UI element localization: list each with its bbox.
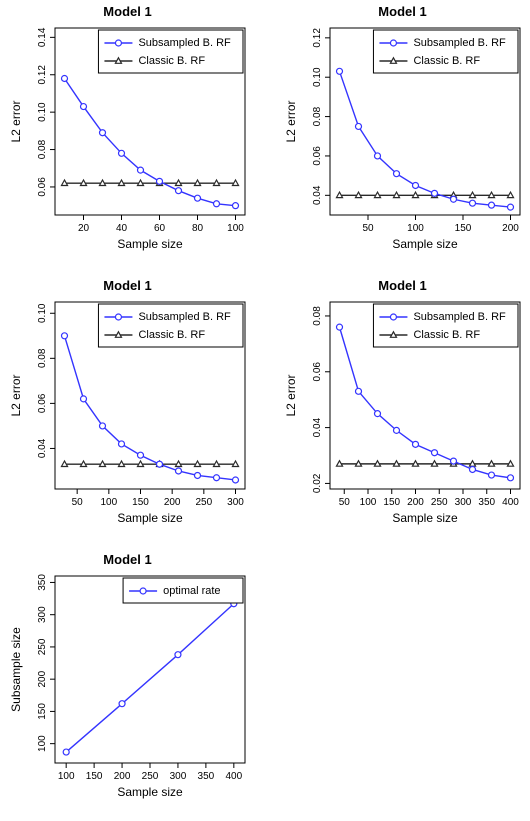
x-tick-label: 250 <box>431 497 448 508</box>
chart-panel: Model 1 50 100 150 200 0.04 0.06 0.08 0.10 0.12 Sa… <box>275 0 530 262</box>
x-axis-label: Sample size <box>392 237 458 251</box>
x-tick-label: 150 <box>455 223 472 234</box>
x-tick-label: 150 <box>132 497 149 508</box>
y-tick-label: 0.02 <box>312 473 323 493</box>
y-axis-label: L2 error <box>9 100 23 142</box>
legend-label: optimal rate <box>163 585 220 597</box>
legend-label: Classic B. RF <box>413 55 480 67</box>
y-tick-label: 350 <box>37 574 48 591</box>
x-tick-label: 200 <box>114 771 131 782</box>
legend-label: Subsampled B. RF <box>138 37 231 49</box>
x-axis-label: Sample size <box>117 785 183 799</box>
y-tick-label: 0.10 <box>312 67 323 87</box>
x-axis-label: Sample size <box>392 511 458 525</box>
y-tick-label: 200 <box>37 670 48 687</box>
y-tick-label: 0.12 <box>37 65 48 85</box>
x-tick-label: 250 <box>142 771 159 782</box>
x-tick-label: 40 <box>116 223 128 234</box>
x-tick-label: 50 <box>339 497 351 508</box>
y-tick-label: 0.06 <box>37 177 48 197</box>
x-tick-label: 100 <box>227 223 244 234</box>
x-tick-label: 350 <box>478 497 495 508</box>
y-axis-label: Subsample size <box>9 627 23 712</box>
chart-panel: Model 1 50 100 150 200 250 300 350 400 0.02 0.04 0.… <box>275 274 530 536</box>
chart-svg: 20 40 60 80 100 0.06 0.08 0.10 0.12 0.14 Sample si… <box>0 0 255 262</box>
y-tick-label: 0.08 <box>37 348 48 368</box>
x-tick-label: 400 <box>225 771 242 782</box>
x-tick-label: 100 <box>58 771 75 782</box>
legend-label: Classic B. RF <box>138 55 205 67</box>
y-tick-label: 0.06 <box>312 146 323 166</box>
y-tick-label: 0.04 <box>37 438 48 458</box>
y-axis-label: L2 error <box>284 374 298 416</box>
x-tick-label: 50 <box>72 497 84 508</box>
y-tick-label: 0.10 <box>37 102 48 122</box>
y-tick-label: 300 <box>37 606 48 623</box>
chart-panel: Model 1 100 150 200 250 300 350 400 100 150 200 250… <box>0 548 255 810</box>
plot-title: Model 1 <box>103 4 151 19</box>
x-tick-label: 300 <box>227 497 244 508</box>
x-tick-label: 200 <box>502 223 519 234</box>
chart-panel: Model 1 20 40 60 80 100 0.06 0.08 0.10 0.12 0.14 Sa… <box>0 0 255 262</box>
x-tick-label: 150 <box>86 771 103 782</box>
x-tick-label: 350 <box>198 771 215 782</box>
x-tick-label: 80 <box>192 223 204 234</box>
x-axis-label: Sample size <box>117 237 183 251</box>
chart-svg: 100 150 200 250 300 350 400 100 150 200 250 300 350 S… <box>0 548 255 810</box>
x-tick-label: 20 <box>78 223 90 234</box>
chart-svg: 50 100 150 200 250 300 350 400 0.02 0.04 0.06 0.08 S… <box>275 274 530 536</box>
legend-label: Classic B. RF <box>138 329 205 341</box>
x-tick-label: 100 <box>407 223 424 234</box>
x-tick-label: 150 <box>383 497 400 508</box>
x-tick-label: 300 <box>170 771 187 782</box>
y-tick-label: 0.08 <box>312 306 323 326</box>
y-tick-label: 0.06 <box>37 393 48 413</box>
legend-label: Classic B. RF <box>413 329 480 341</box>
legend-label: Subsampled B. RF <box>413 311 506 323</box>
plot-title: Model 1 <box>378 278 426 293</box>
y-axis-label: L2 error <box>284 100 298 142</box>
x-tick-label: 60 <box>154 223 166 234</box>
y-axis-label: L2 error <box>9 374 23 416</box>
y-tick-label: 0.14 <box>37 27 48 47</box>
x-tick-label: 100 <box>360 497 377 508</box>
plot-title: Model 1 <box>103 278 151 293</box>
y-tick-label: 0.12 <box>312 28 323 48</box>
y-tick-label: 0.10 <box>37 303 48 323</box>
y-tick-label: 150 <box>37 703 48 720</box>
plot-title: Model 1 <box>378 4 426 19</box>
y-tick-label: 0.08 <box>37 139 48 159</box>
y-tick-label: 100 <box>37 735 48 752</box>
plot-title: Model 1 <box>103 552 151 567</box>
x-axis-label: Sample size <box>117 511 183 525</box>
y-tick-label: 0.06 <box>312 362 323 382</box>
x-tick-label: 250 <box>195 497 212 508</box>
chart-panel: Model 1 50 100 150 200 250 300 0.04 0.06 0.08 0.10… <box>0 274 255 536</box>
x-tick-label: 200 <box>407 497 424 508</box>
y-tick-label: 0.04 <box>312 417 323 437</box>
x-tick-label: 400 <box>502 497 519 508</box>
x-tick-label: 50 <box>362 223 374 234</box>
y-tick-label: 0.04 <box>312 185 323 205</box>
x-tick-label: 200 <box>164 497 181 508</box>
legend-label: Subsampled B. RF <box>138 311 231 323</box>
chart-svg: 50 100 150 200 250 300 0.04 0.06 0.08 0.10 Sample … <box>0 274 255 536</box>
x-tick-label: 100 <box>100 497 117 508</box>
x-tick-label: 300 <box>455 497 472 508</box>
chart-svg: 50 100 150 200 0.04 0.06 0.08 0.10 0.12 Sample si… <box>275 0 530 262</box>
y-tick-label: 250 <box>37 638 48 655</box>
legend-label: Subsampled B. RF <box>413 37 506 49</box>
y-tick-label: 0.08 <box>312 106 323 126</box>
